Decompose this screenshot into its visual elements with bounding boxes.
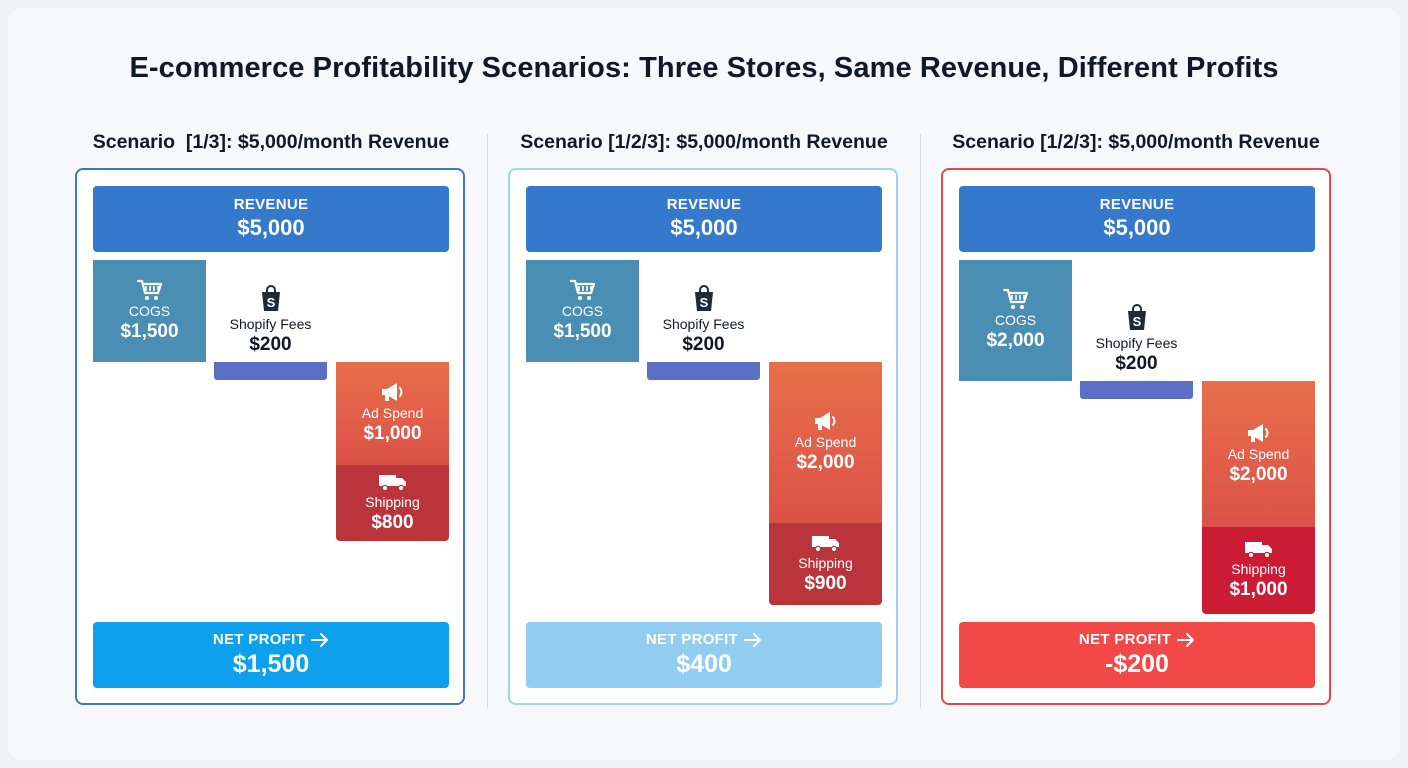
shopify-fees-text: S Shopify Fees $200 (214, 284, 327, 357)
page-title: E-commerce Profitability Scenarios: Thre… (129, 52, 1279, 84)
shipping-bar: Shipping $900 (769, 523, 882, 605)
shipping-bar: Shipping $1,000 (1202, 527, 1315, 614)
ad-spend-value: $2,000 (1229, 463, 1288, 485)
revenue-value: $5,000 (237, 215, 305, 240)
column-divider (487, 134, 488, 708)
revenue-bar: REVENUE $5,000 (959, 186, 1315, 252)
shopify-fees-bar (1080, 381, 1193, 399)
net-profit-value: -$200 (1105, 650, 1169, 678)
revenue-label: REVENUE (233, 196, 309, 213)
cogs-label: COGS (561, 302, 604, 319)
shipping-value: $800 (371, 511, 414, 533)
net-profit-label-text: NET PROFIT (645, 631, 739, 648)
shopify-fees-bar (647, 362, 760, 380)
shopify-bag-icon: S (1127, 304, 1146, 330)
arrow-right-icon (311, 633, 329, 647)
shipping-label: Shipping (798, 554, 853, 571)
column-divider (920, 134, 921, 708)
net-profit-label-text: NET PROFIT (1078, 631, 1172, 648)
revenue-bar: REVENUE $5,000 (526, 186, 882, 252)
revenue-label: REVENUE (666, 196, 742, 213)
delivery-truck-icon (811, 535, 839, 552)
shopify-fees-label: Shopify Fees (229, 316, 312, 332)
shipping-value: $1,000 (1229, 579, 1288, 600)
shopify-fees-value: $200 (249, 334, 292, 355)
revenue-label: REVENUE (1099, 196, 1175, 213)
megaphone-icon (814, 412, 835, 430)
net-profit-label: NET PROFIT (646, 631, 762, 649)
net-profit-label: NET PROFIT (1079, 631, 1195, 649)
svg-text:S: S (699, 295, 708, 310)
shopify-fees-text: S Shopify Fees $200 (1080, 303, 1193, 376)
scenario-title: Scenario [1/2/3]: $5,000/month Revenue (952, 131, 1320, 153)
shopify-bag-icon: S (694, 285, 713, 311)
megaphone-icon (381, 383, 402, 401)
shipping-value: $900 (804, 572, 847, 594)
ad-spend-label: Ad Spend (794, 434, 857, 450)
svg-text:S: S (1132, 314, 1141, 329)
svg-text:S: S (266, 295, 275, 310)
shopping-cart-icon (569, 279, 595, 300)
ad-spend-label: Ad Spend (1227, 445, 1290, 462)
cogs-bar: COGS $2,000 (959, 260, 1072, 381)
shopping-cart-icon (136, 279, 162, 300)
shopify-fees-value: $200 (682, 334, 725, 355)
net-profit-value: $400 (676, 650, 732, 678)
cogs-value: $2,000 (986, 330, 1045, 351)
net-profit-bar: NET PROFIT $1,500 (93, 622, 449, 688)
shipping-label: Shipping (365, 493, 420, 510)
shopify-bag-icon: S (261, 285, 280, 311)
arrow-right-icon (1177, 633, 1195, 647)
cogs-label: COGS (994, 312, 1037, 328)
ad-spend-bar: Ad Spend $1,000 (336, 362, 449, 465)
revenue-value: $5,000 (670, 215, 738, 240)
net-profit-bar: NET PROFIT -$200 (959, 622, 1315, 688)
shipping-bar: Shipping $800 (336, 465, 449, 541)
delivery-truck-icon (1244, 542, 1272, 559)
cogs-value: $1,500 (553, 320, 612, 342)
ad-spend-bar: Ad Spend $2,000 (1202, 381, 1315, 527)
shopify-fees-label: Shopify Fees (1095, 335, 1178, 351)
cogs-label: COGS (128, 302, 171, 319)
shopify-fees-text: S Shopify Fees $200 (647, 284, 760, 357)
cogs-bar: COGS $1,500 (93, 260, 206, 362)
net-profit-bar: NET PROFIT $400 (526, 622, 882, 688)
shopping-cart-icon (1002, 288, 1028, 309)
arrow-right-icon (744, 633, 762, 647)
net-profit-label-text: NET PROFIT (212, 631, 306, 648)
shopify-fees-value: $200 (1115, 353, 1158, 374)
ad-spend-bar: Ad Spend $2,000 (769, 362, 882, 523)
megaphone-icon (1247, 423, 1268, 442)
ad-spend-value: $2,000 (796, 452, 855, 473)
ad-spend-label: Ad Spend (361, 405, 424, 421)
net-profit-label: NET PROFIT (213, 631, 329, 649)
delivery-truck-icon (378, 474, 406, 491)
cogs-bar: COGS $1,500 (526, 260, 639, 362)
shipping-label: Shipping (1231, 561, 1286, 577)
net-profit-value: $1,500 (232, 650, 310, 678)
cogs-value: $1,500 (120, 320, 179, 342)
scenario-title: Scenario [1/3]: $5,000/month Revenue (92, 131, 450, 153)
revenue-bar: REVENUE $5,000 (93, 186, 449, 252)
revenue-value: $5,000 (1103, 215, 1171, 240)
scenario-title: Scenario [1/2/3]: $5,000/month Revenue (520, 131, 888, 153)
ad-spend-value: $1,000 (363, 423, 422, 444)
shopify-fees-label: Shopify Fees (662, 316, 745, 332)
shopify-fees-bar (214, 362, 327, 380)
